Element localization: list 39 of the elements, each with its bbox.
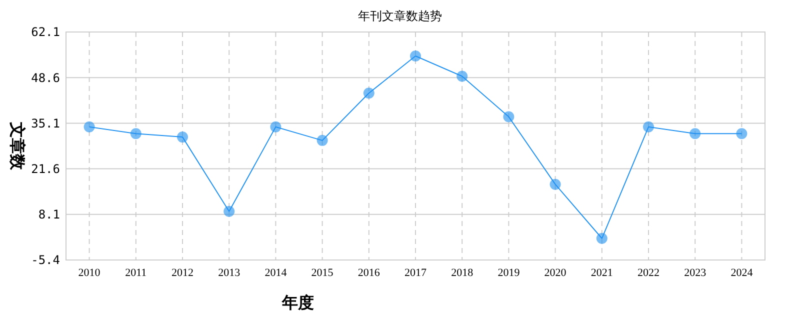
point (690, 128, 701, 140)
x-tick-label: 2021 (590, 267, 613, 279)
x-tick-label: 2015 (311, 267, 334, 279)
point (410, 50, 421, 62)
y-tick-label: 48.6 (31, 70, 60, 85)
x-tick-label: 2014 (264, 267, 288, 279)
x-tick-label: 2011 (125, 267, 147, 279)
y-tick-label: 8.1 (38, 208, 60, 222)
point (643, 121, 654, 132)
x-tick-label: 2013 (218, 267, 241, 279)
y-tick-label: 21.6 (31, 162, 60, 176)
point (456, 70, 468, 82)
x-tick-label: 2012 (172, 267, 194, 279)
point (503, 111, 514, 122)
point (270, 121, 282, 132)
point (84, 121, 95, 132)
x-axis-title: 年度 (281, 293, 314, 312)
point (316, 134, 328, 146)
x-tick-label: 2018 (451, 267, 474, 279)
x-tick-label: 2020 (544, 267, 567, 279)
point (177, 132, 188, 143)
point (130, 128, 142, 140)
y-axis-title: 文章数 (8, 121, 27, 171)
y-tick-label: -5.4 (31, 253, 60, 268)
x-tick-label: 2022 (638, 267, 660, 279)
y-tick-label: 62.1 (31, 25, 60, 40)
chart-title: 年刊文章数趋势 (358, 9, 442, 23)
point (224, 206, 235, 217)
x-tick-label: 2016 (358, 267, 380, 279)
x-tick-label: 2017 (404, 267, 427, 279)
point (363, 88, 374, 99)
x-tick-label: 2024 (730, 267, 754, 279)
x-tick-label: 2023 (684, 267, 707, 279)
point (596, 232, 608, 244)
x-tick-label: 2019 (498, 267, 520, 279)
x-tick-label: 2010 (78, 267, 101, 279)
point (736, 128, 748, 140)
y-tick-label: 35.1 (31, 116, 60, 130)
point (550, 178, 561, 190)
